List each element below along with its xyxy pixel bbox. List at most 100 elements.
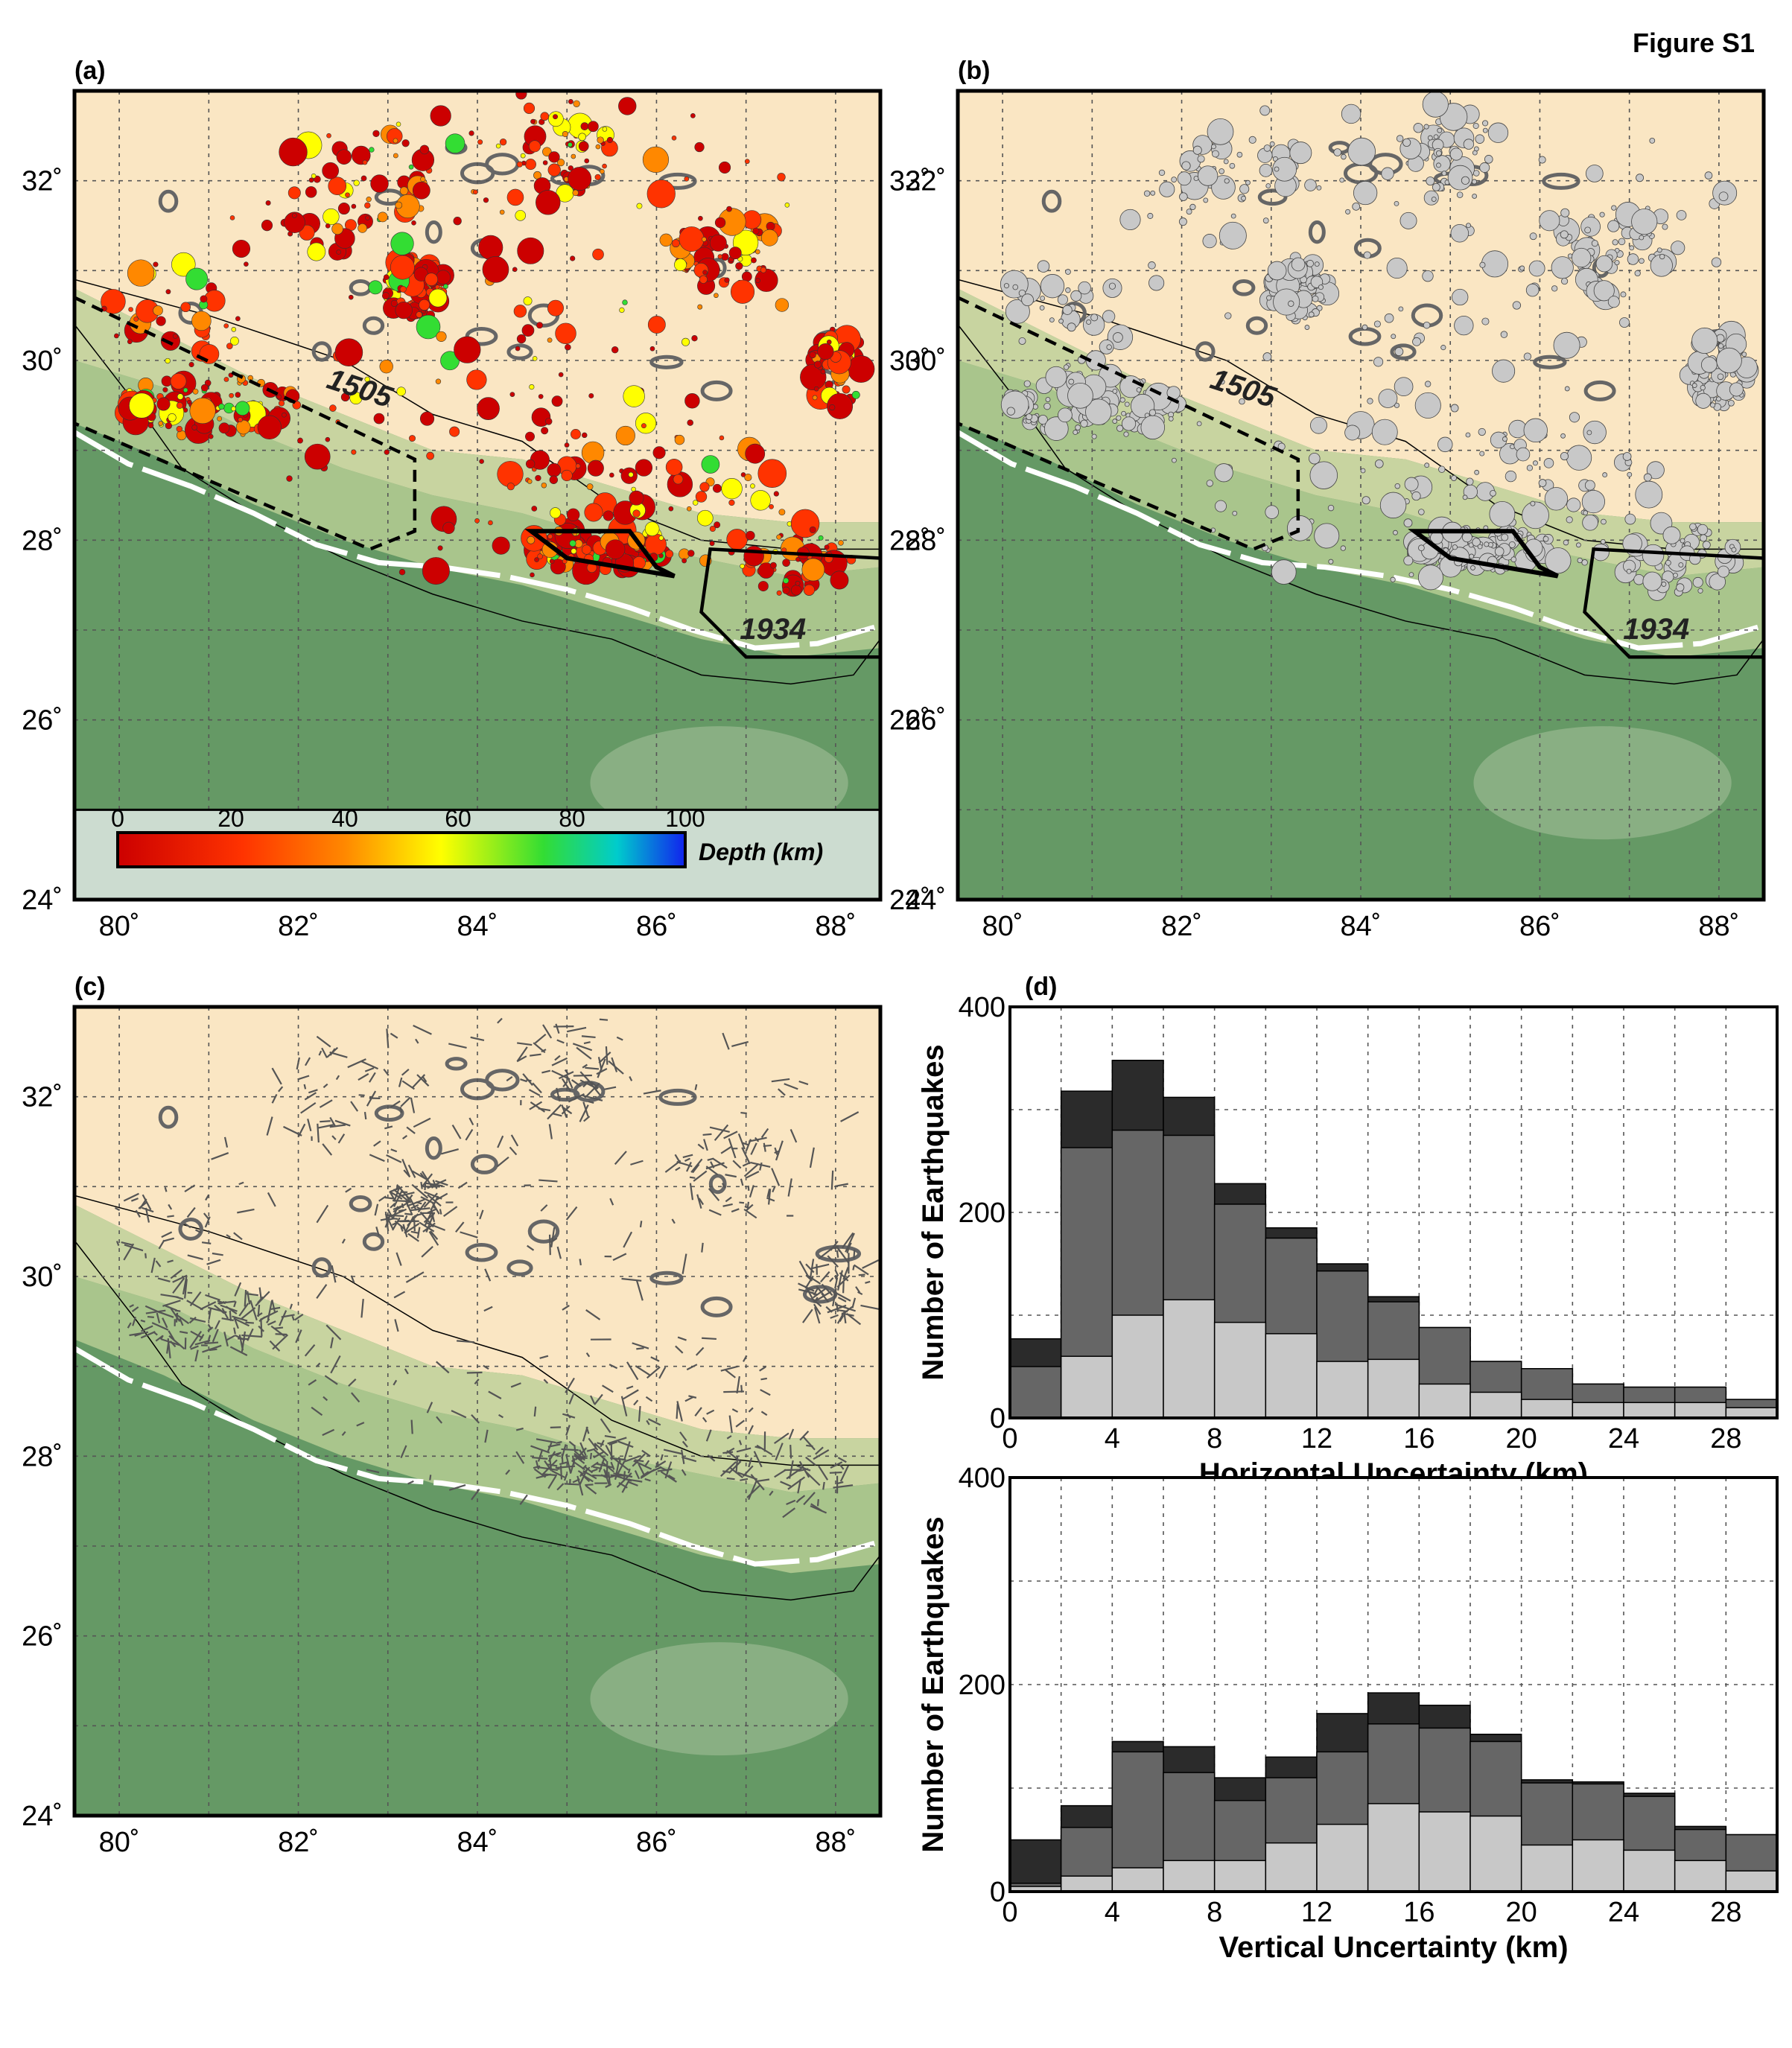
earthquake-marker <box>1273 288 1300 316</box>
earthquake-marker <box>586 483 594 490</box>
relocation-vector <box>387 1209 394 1219</box>
earthquake-marker <box>399 186 409 195</box>
relocation-vector <box>179 1318 184 1326</box>
relocation-vector <box>369 1154 385 1163</box>
relocation-vector <box>554 1055 561 1061</box>
earthquake-marker <box>1309 461 1338 489</box>
earthquake-marker <box>383 274 390 281</box>
earthquake-marker <box>1614 260 1620 266</box>
relocation-vector <box>766 1197 775 1202</box>
histogram-bar <box>1418 1383 1471 1419</box>
relocation-vector <box>684 1396 695 1402</box>
earthquake-marker <box>1544 487 1569 511</box>
earthquake-marker <box>1374 459 1384 468</box>
earthquake-marker <box>1171 177 1178 183</box>
earthquake-marker <box>1177 171 1192 186</box>
relocation-vector <box>640 1469 655 1479</box>
histogram-bar <box>1367 1358 1420 1419</box>
relocation-vector <box>832 1288 837 1307</box>
earthquake-marker <box>1450 404 1459 413</box>
relocation-vector <box>810 1503 822 1512</box>
relocation-vector <box>390 1148 398 1153</box>
relocation-vector <box>189 1317 206 1323</box>
relocation-vector <box>360 1060 378 1070</box>
relocation-vector <box>857 1291 863 1296</box>
relocation-vector <box>630 1160 644 1165</box>
relocation-vector <box>638 1405 641 1422</box>
earthquake-marker <box>658 535 664 541</box>
relocation-vector <box>839 1465 849 1482</box>
relocation-vector <box>798 1080 809 1086</box>
relocation-vector <box>170 1269 182 1279</box>
earthquake-marker <box>1123 431 1129 437</box>
earthquake-marker <box>818 535 824 541</box>
relocation-vector <box>690 1158 703 1173</box>
relocation-vector <box>135 1209 141 1218</box>
earthquake-marker <box>1437 436 1453 453</box>
relocation-vector <box>221 1317 234 1322</box>
relocation-vector <box>436 1192 448 1201</box>
relocation-vector <box>787 1476 806 1490</box>
earthquake-marker <box>282 412 287 418</box>
earthquake-marker <box>1080 419 1088 428</box>
earthquake-marker <box>714 293 719 299</box>
histogram-bar <box>1316 1361 1369 1419</box>
relocation-vector <box>582 1081 590 1088</box>
earthquake-marker <box>824 544 830 550</box>
relocation-vector <box>612 1457 629 1471</box>
earthquake-marker <box>426 451 434 460</box>
relocation-vector <box>834 1269 839 1276</box>
relocation-vector <box>510 1382 521 1388</box>
earthquake-marker <box>750 483 755 489</box>
earthquake-marker <box>398 568 406 576</box>
relocation-vector <box>774 1469 787 1478</box>
earthquake-marker <box>393 138 398 144</box>
lat-tick-label: 26˚ <box>905 705 946 737</box>
relocation-vector <box>484 1268 492 1282</box>
relocation-vector <box>633 1399 639 1406</box>
earthquake-marker <box>1583 420 1607 445</box>
relocation-vector <box>609 1441 618 1446</box>
earthquake-marker <box>1572 247 1592 268</box>
relocation-vector <box>830 1170 834 1190</box>
relocation-vector <box>731 1208 740 1213</box>
x-tick-label: 28 <box>1710 1897 1741 1928</box>
earthquake-marker <box>1627 253 1639 265</box>
relocation-vector <box>497 1017 503 1024</box>
relocation-vector <box>834 1183 848 1188</box>
relocation-vector <box>725 1447 735 1454</box>
earthquake-marker <box>396 387 406 396</box>
relocation-vector <box>706 1409 715 1415</box>
earthquake-marker <box>750 490 771 511</box>
earthquake-marker <box>1643 473 1652 482</box>
relocation-vector <box>724 1368 736 1378</box>
histogram-bar <box>1213 1321 1267 1419</box>
earthquake-marker <box>436 331 447 342</box>
earthquake-marker <box>381 292 390 300</box>
earthquake-marker <box>618 97 637 115</box>
earthquake-marker <box>192 388 199 395</box>
earthquake-marker <box>454 336 481 363</box>
earthquake-marker <box>191 311 212 331</box>
relocation-vector <box>160 1294 179 1299</box>
relocation-vector <box>541 1069 551 1074</box>
earthquake-marker <box>229 392 234 398</box>
x-tick-label: 0 <box>1002 1897 1017 1928</box>
relocation-vector <box>168 1203 173 1210</box>
earthquake-marker <box>165 289 171 295</box>
earthquake-marker <box>1259 105 1271 116</box>
relocation-vector <box>201 1241 212 1244</box>
relocation-vector <box>689 1176 696 1179</box>
relocation-vector <box>836 1481 844 1485</box>
relocation-vector <box>237 1208 255 1214</box>
earthquake-marker <box>208 433 214 439</box>
relocation-vector <box>515 1451 525 1464</box>
earthquake-marker <box>603 510 614 521</box>
relocation-vector <box>190 1330 203 1339</box>
relocation-vector <box>535 1460 540 1470</box>
earthquake-marker <box>568 167 592 191</box>
earthquake-marker <box>390 255 415 280</box>
relocation-vector <box>693 1170 708 1182</box>
relocation-vector <box>759 1162 763 1171</box>
relocation-vector <box>530 1101 546 1113</box>
